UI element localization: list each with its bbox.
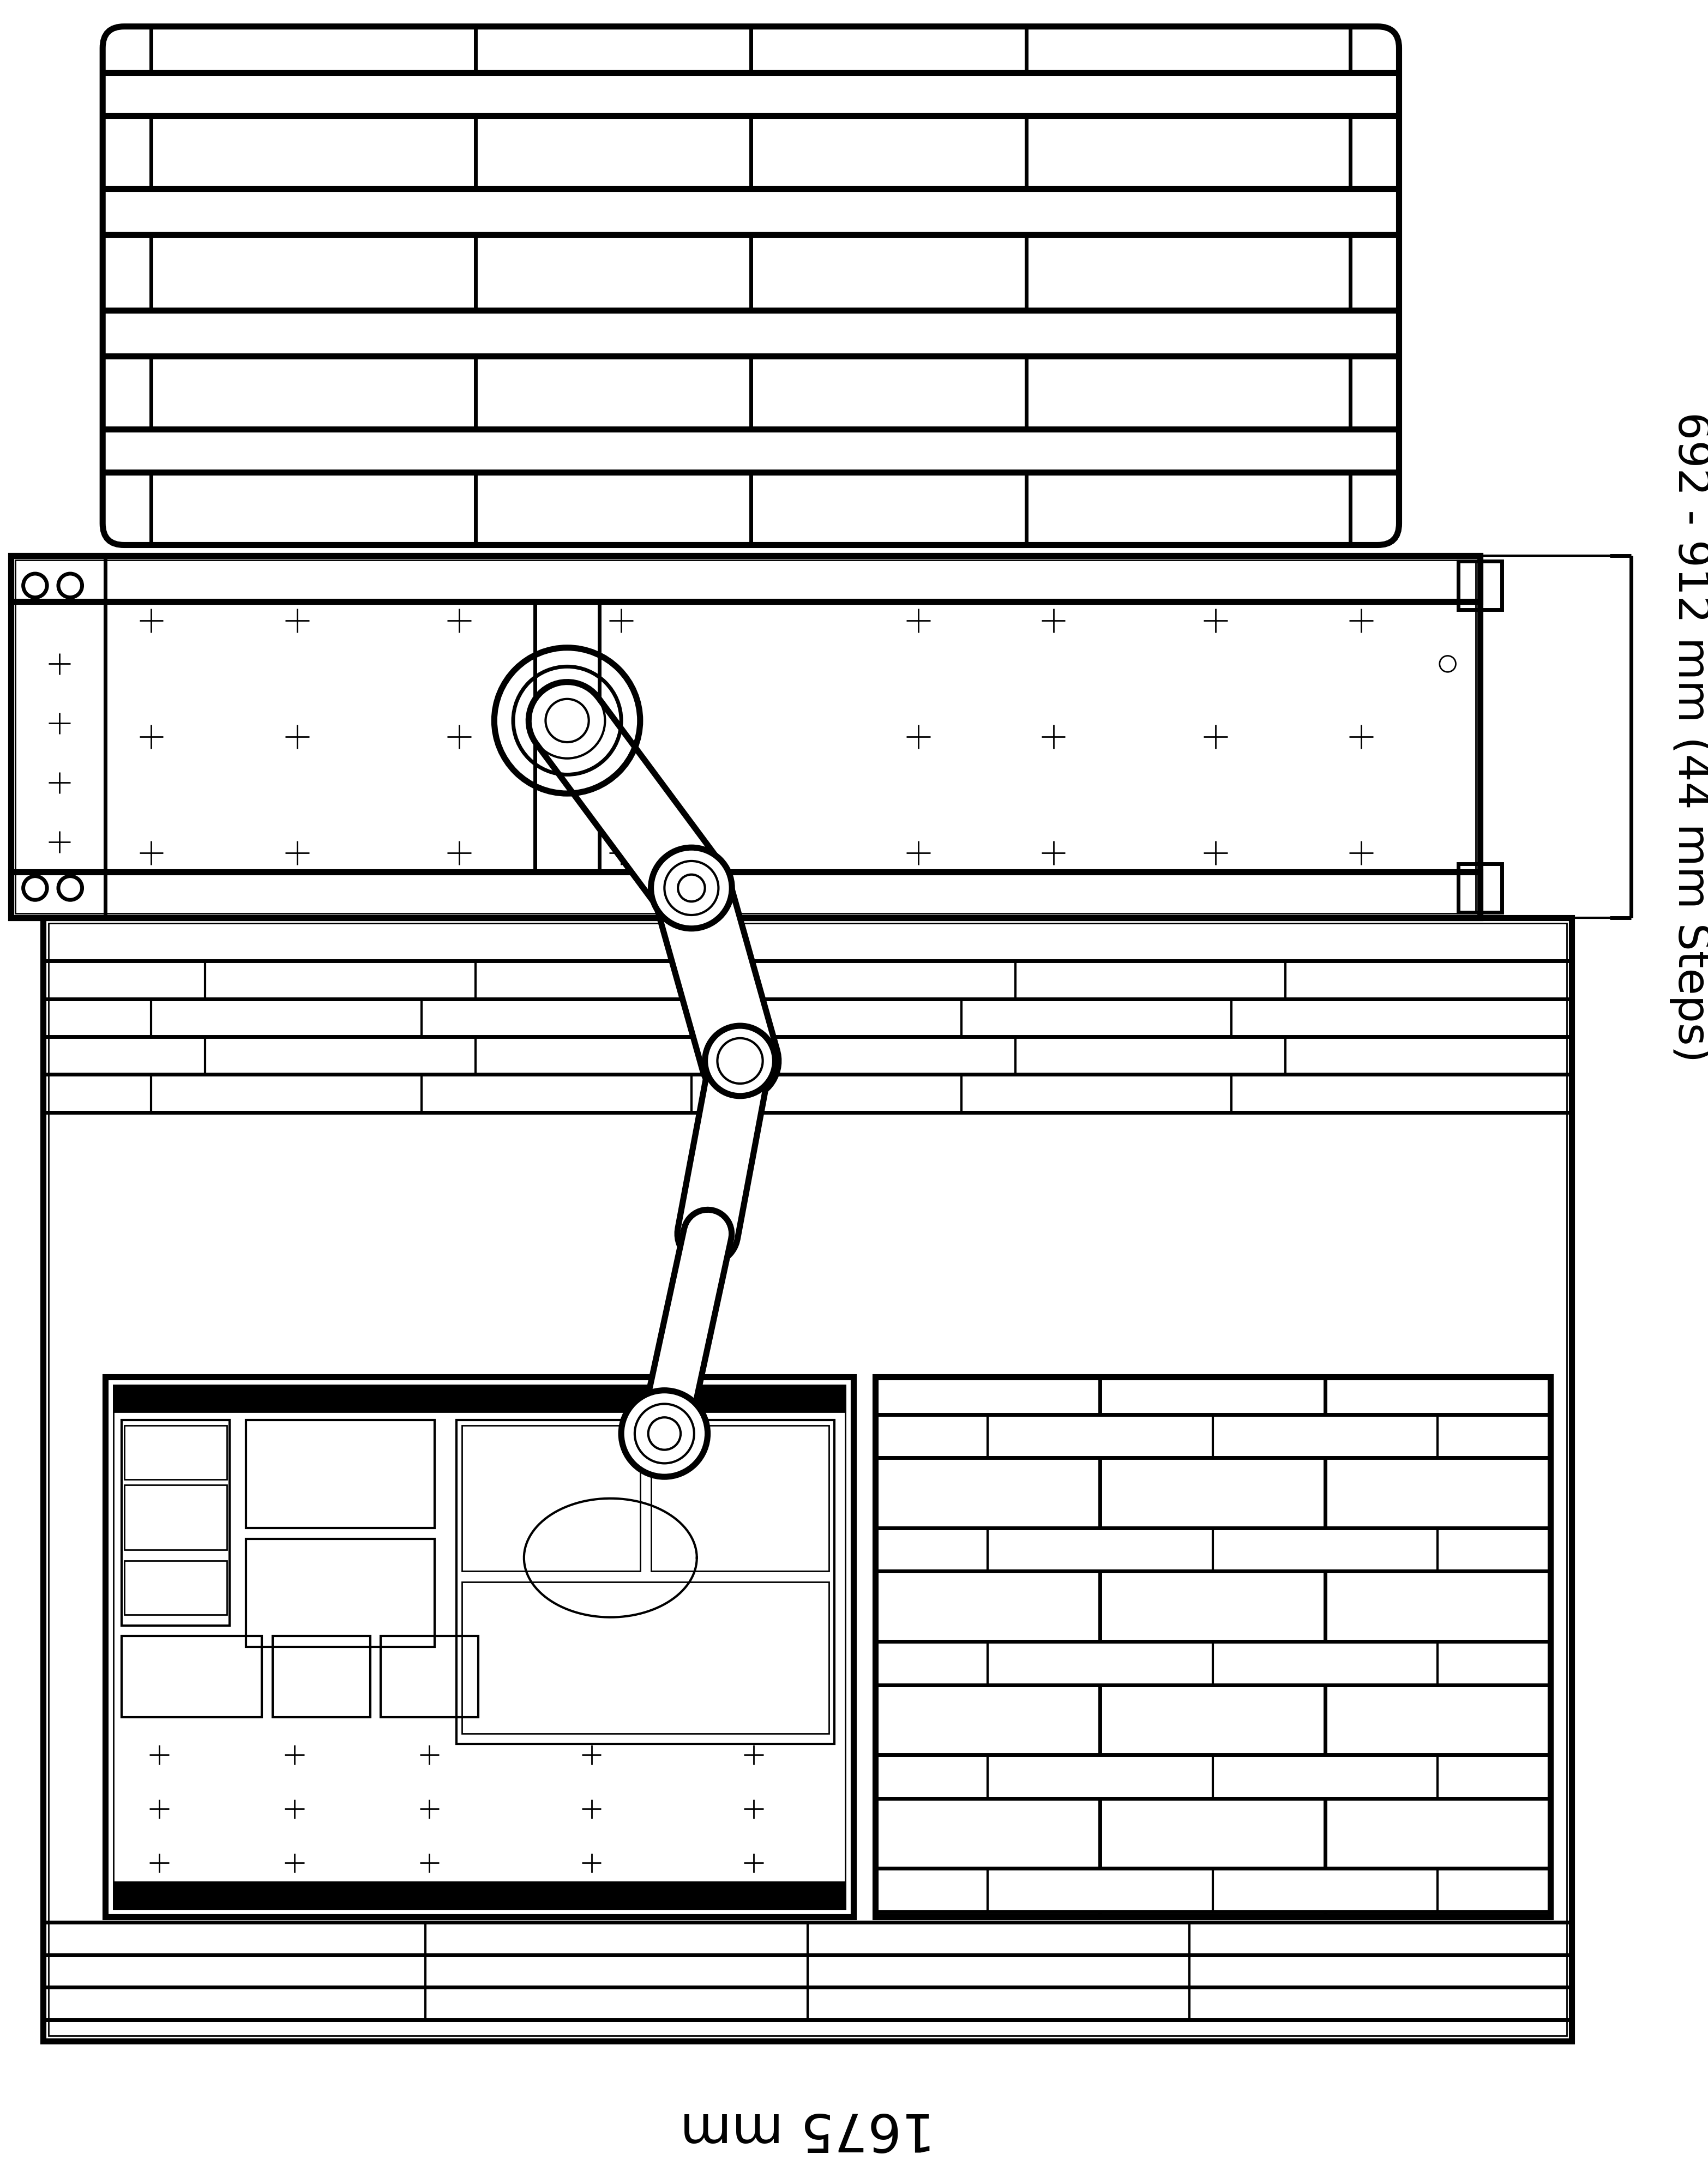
Bar	[106, 1377, 854, 1918]
Text: 1675 mm: 1675 mm	[680, 2102, 936, 2152]
Circle shape	[705, 1025, 775, 1097]
Bar	[535, 602, 600, 871]
Bar	[125, 1559, 227, 1614]
Bar	[456, 1420, 835, 1744]
Bar	[125, 1486, 227, 1551]
Bar	[121, 1636, 261, 1718]
Bar	[43, 919, 1571, 2042]
Bar	[246, 1420, 436, 1529]
Bar	[461, 1581, 828, 1733]
Bar	[48, 923, 1566, 2035]
Bar	[1459, 864, 1501, 912]
Bar	[121, 1420, 229, 1625]
Bar	[381, 1636, 478, 1718]
Bar	[10, 556, 1481, 602]
Bar	[113, 1386, 845, 1412]
Bar	[125, 1425, 227, 1479]
Bar	[113, 1386, 845, 1909]
Text: 692 - 912 mm (44 mm Steps): 692 - 912 mm (44 mm Steps)	[1669, 411, 1708, 1062]
Bar	[461, 1425, 640, 1570]
Bar	[15, 560, 1476, 914]
Bar	[113, 1881, 845, 1909]
Bar	[246, 1540, 436, 1646]
Bar	[10, 871, 1481, 919]
Bar	[651, 1425, 828, 1570]
Circle shape	[622, 1390, 707, 1477]
Bar	[1459, 560, 1501, 610]
Circle shape	[651, 847, 733, 930]
Bar	[10, 556, 106, 919]
Bar	[874, 1377, 1551, 1918]
Bar	[273, 1636, 371, 1718]
Bar	[10, 556, 1481, 919]
